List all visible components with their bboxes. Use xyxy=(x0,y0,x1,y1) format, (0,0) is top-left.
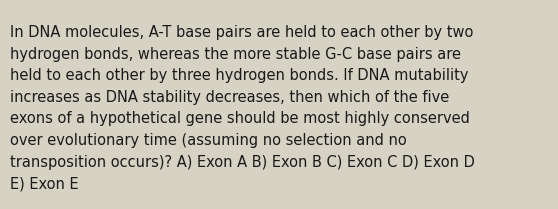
Text: In DNA molecules, A-T base pairs are held to each other by two
hydrogen bonds, w: In DNA molecules, A-T base pairs are hel… xyxy=(10,25,475,191)
